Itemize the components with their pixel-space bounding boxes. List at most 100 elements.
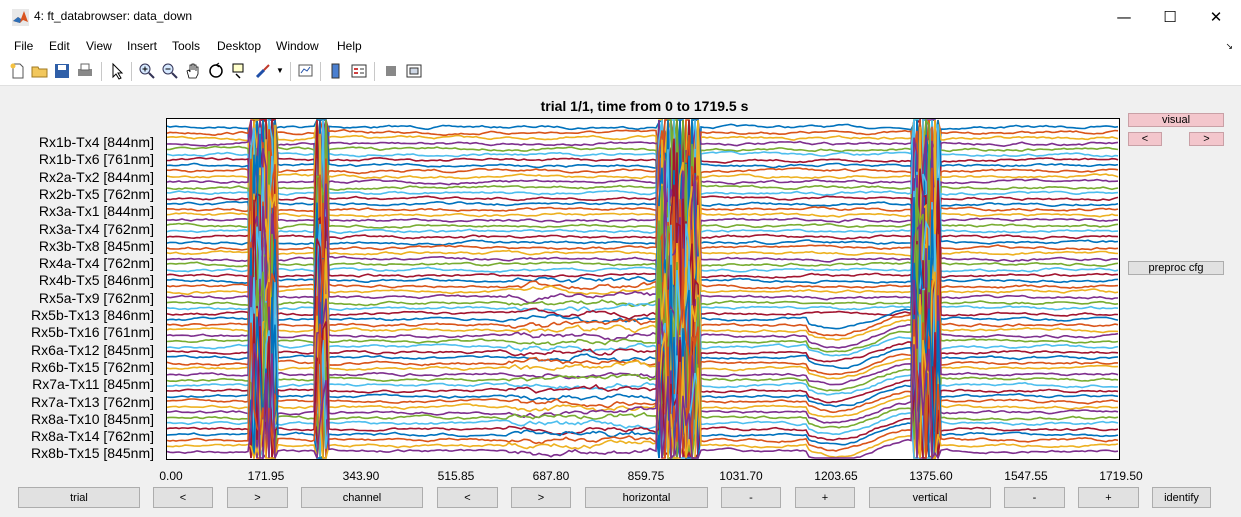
channel-label: Rx1b-Tx4 [844nm] <box>38 134 154 150</box>
menu-desktop[interactable]: Desktop <box>217 39 262 53</box>
channel-trace <box>167 119 1119 262</box>
data-cursor-icon[interactable] <box>230 62 248 80</box>
signal-traces <box>167 119 1119 459</box>
x-tick-label: 1031.70 <box>719 469 763 483</box>
channel-label: Rx6b-Tx15 [762nm] <box>31 358 154 375</box>
brush-icon[interactable] <box>254 62 272 80</box>
signal-plot-axes[interactable] <box>166 118 1120 460</box>
link-plot-icon[interactable] <box>297 62 315 80</box>
open-file-icon[interactable] <box>31 62 49 80</box>
close-button[interactable]: ✕ <box>1209 8 1223 26</box>
x-tick-label: 1547.55 <box>1004 469 1048 483</box>
channel-trace <box>167 119 1119 343</box>
channel-trace <box>167 242 1119 459</box>
channel-label: Rx3b-Tx8 [845nm] <box>38 237 154 254</box>
toolbar-separator <box>374 62 375 81</box>
trial-button[interactable]: trial <box>18 487 140 508</box>
x-tick-label: 171.95 <box>247 469 285 483</box>
toolbar-separator <box>101 62 102 81</box>
channel-label: Rx5a-Tx9 [762nm] <box>38 289 154 306</box>
channel-trace <box>167 170 1118 426</box>
toolbar: ▼ <box>0 58 1241 86</box>
pan-hand-icon[interactable] <box>184 62 202 80</box>
channel-trace <box>167 119 1119 263</box>
channel-trace <box>167 238 1119 459</box>
menu-window[interactable]: Window <box>276 39 319 53</box>
menu-insert[interactable]: Insert <box>127 39 158 53</box>
x-tick-label: 0.00 <box>159 469 183 483</box>
x-tick-label: 1203.65 <box>814 469 858 483</box>
horizontal-button[interactable]: horizontal <box>585 487 708 508</box>
preproc-cfg-button[interactable]: preproc cfg <box>1128 261 1224 275</box>
toolbar-separator <box>290 62 291 81</box>
toolbar-separator <box>131 62 132 81</box>
channel-trace <box>167 343 1119 459</box>
menu-view[interactable]: View <box>86 39 112 53</box>
new-figure-icon[interactable] <box>9 62 27 80</box>
channel-trace <box>167 152 1119 405</box>
channel-trace <box>167 196 1119 448</box>
channel-label: Rx2a-Tx2 [844nm] <box>38 168 154 185</box>
channel-trace <box>167 282 1119 459</box>
channel-label: Rx3a-Tx1 [844nm] <box>38 203 154 220</box>
channel-label: Rx3a-Tx4 [762nm] <box>38 220 154 237</box>
title-bar: 4: ft_databrowser: data_down — ☐ ✕ <box>0 0 1241 34</box>
channel-button[interactable]: channel <box>301 487 423 508</box>
prev-button[interactable]: < <box>1128 132 1162 146</box>
channel-trace <box>167 279 1119 459</box>
channel-next-button[interactable]: > <box>511 487 571 508</box>
channel-trace <box>167 332 1119 459</box>
channel-trace <box>167 313 1119 459</box>
rotate-3d-icon[interactable] <box>207 62 225 80</box>
legend-icon[interactable] <box>350 62 368 80</box>
hide-plot-tools-icon[interactable] <box>382 62 400 80</box>
channel-trace <box>167 136 1119 388</box>
x-tick-label: 515.85 <box>437 469 475 483</box>
pointer-icon[interactable] <box>108 62 126 80</box>
channel-label: Rx2b-Tx5 [762nm] <box>38 185 154 202</box>
save-icon[interactable] <box>53 62 71 80</box>
trial-prev-button[interactable]: < <box>153 487 213 508</box>
menu-file[interactable]: File <box>14 39 34 53</box>
menu-tools[interactable]: Tools <box>172 39 201 53</box>
next-button[interactable]: > <box>1189 132 1224 146</box>
channel-prev-button[interactable]: < <box>437 487 498 508</box>
channel-label: Rx7a-Tx13 [762nm] <box>31 393 154 410</box>
maximize-button[interactable]: ☐ <box>1163 8 1177 26</box>
channel-label: Rx4b-Tx5 [846nm] <box>38 272 154 289</box>
identify-button[interactable]: identify <box>1152 487 1211 508</box>
menu-dock-arrow-icon[interactable]: ↘ <box>1225 41 1233 51</box>
vertical-plus-button[interactable]: + <box>1078 487 1139 508</box>
channel-label: Rx8a-Tx14 [762nm] <box>31 428 154 445</box>
x-tick-label: 343.90 <box>342 469 380 483</box>
horizontal-plus-button[interactable]: + <box>795 487 855 508</box>
x-tick-label: 687.80 <box>532 469 570 483</box>
menu-bar: File Edit View Insert Tools Desktop Wind… <box>0 36 1241 56</box>
zoom-in-icon[interactable] <box>138 62 156 80</box>
visual-button[interactable]: visual <box>1128 113 1224 127</box>
channel-label: Rx5b-Tx13 [846nm] <box>31 307 154 323</box>
menu-edit[interactable]: Edit <box>49 39 70 53</box>
vertical-minus-button[interactable]: - <box>1004 487 1065 508</box>
channel-trace <box>167 119 1119 251</box>
trial-next-button[interactable]: > <box>227 487 288 508</box>
horizontal-minus-button[interactable]: - <box>721 487 781 508</box>
window-title: 4: ft_databrowser: data_down <box>34 9 193 23</box>
menu-help[interactable]: Help <box>337 39 362 53</box>
show-plot-tools-icon[interactable] <box>405 62 423 80</box>
brush-dropdown-icon[interactable]: ▼ <box>276 66 284 75</box>
toolbar-separator <box>320 62 321 81</box>
channel-label: Rx5b-Tx16 [761nm] <box>31 324 154 341</box>
vertical-button[interactable]: vertical <box>869 487 991 508</box>
plot-title: trial 1/1, time from 0 to 1719.5 s <box>540 98 749 114</box>
x-tick-label: 1375.60 <box>909 469 953 483</box>
matlab-logo-icon <box>12 9 29 26</box>
channel-label: Rx8b-Tx15 [845nm] <box>31 445 154 462</box>
colorbar-icon[interactable] <box>327 62 345 80</box>
print-icon[interactable] <box>76 62 94 80</box>
zoom-out-icon[interactable] <box>161 62 179 80</box>
x-tick-label: 1719.50 <box>1099 469 1143 483</box>
minimize-button[interactable]: — <box>1116 8 1132 26</box>
channel-label: Rx8a-Tx10 [845nm] <box>31 410 154 427</box>
channel-trace <box>167 119 1119 345</box>
